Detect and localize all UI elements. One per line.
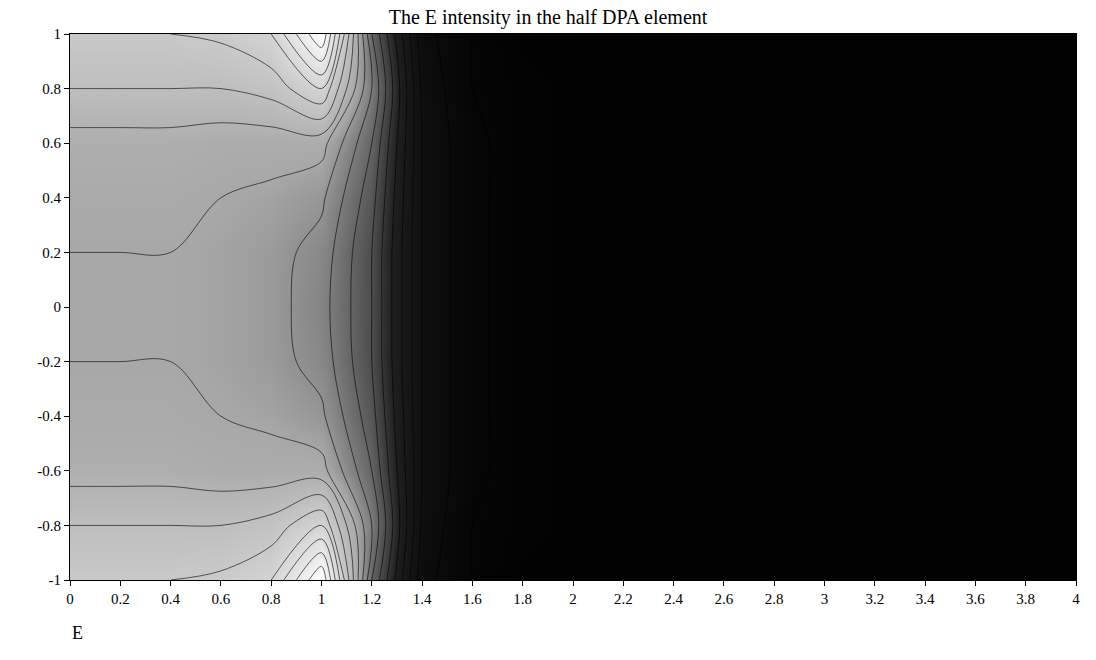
svg-text:1: 1: [54, 26, 62, 42]
svg-text:-0.2: -0.2: [37, 354, 61, 370]
svg-text:0.2: 0.2: [111, 591, 130, 607]
svg-text:-0.4: -0.4: [37, 408, 61, 424]
svg-text:2: 2: [569, 591, 577, 607]
svg-text:2.2: 2.2: [614, 591, 633, 607]
svg-text:0.6: 0.6: [212, 591, 231, 607]
svg-text:3.8: 3.8: [1016, 591, 1035, 607]
svg-text:1.8: 1.8: [513, 591, 532, 607]
svg-text:1.4: 1.4: [413, 591, 432, 607]
svg-text:-0.8: -0.8: [37, 518, 61, 534]
svg-text:3.6: 3.6: [966, 591, 985, 607]
svg-text:3.4: 3.4: [916, 591, 935, 607]
svg-text:1.2: 1.2: [362, 591, 381, 607]
svg-text:2.8: 2.8: [765, 591, 784, 607]
svg-text:E: E: [72, 623, 83, 643]
svg-text:0.4: 0.4: [42, 190, 61, 206]
svg-text:0.8: 0.8: [262, 591, 281, 607]
svg-text:1.6: 1.6: [463, 591, 482, 607]
svg-text:3.2: 3.2: [865, 591, 884, 607]
svg-text:0.6: 0.6: [42, 135, 61, 151]
svg-text:0.8: 0.8: [42, 81, 61, 97]
svg-text:4: 4: [1072, 591, 1080, 607]
svg-text:0: 0: [54, 299, 62, 315]
svg-text:The E intensity in the half DP: The E intensity in the half DPA element: [389, 6, 708, 29]
svg-text:2.6: 2.6: [715, 591, 734, 607]
svg-text:0: 0: [66, 591, 74, 607]
svg-text:2.4: 2.4: [664, 591, 683, 607]
svg-text:0.2: 0.2: [42, 245, 61, 261]
svg-text:-0.6: -0.6: [37, 463, 61, 479]
svg-text:0.4: 0.4: [161, 591, 180, 607]
svg-text:-1: -1: [49, 572, 62, 588]
svg-text:3: 3: [821, 591, 829, 607]
svg-text:1: 1: [318, 591, 326, 607]
